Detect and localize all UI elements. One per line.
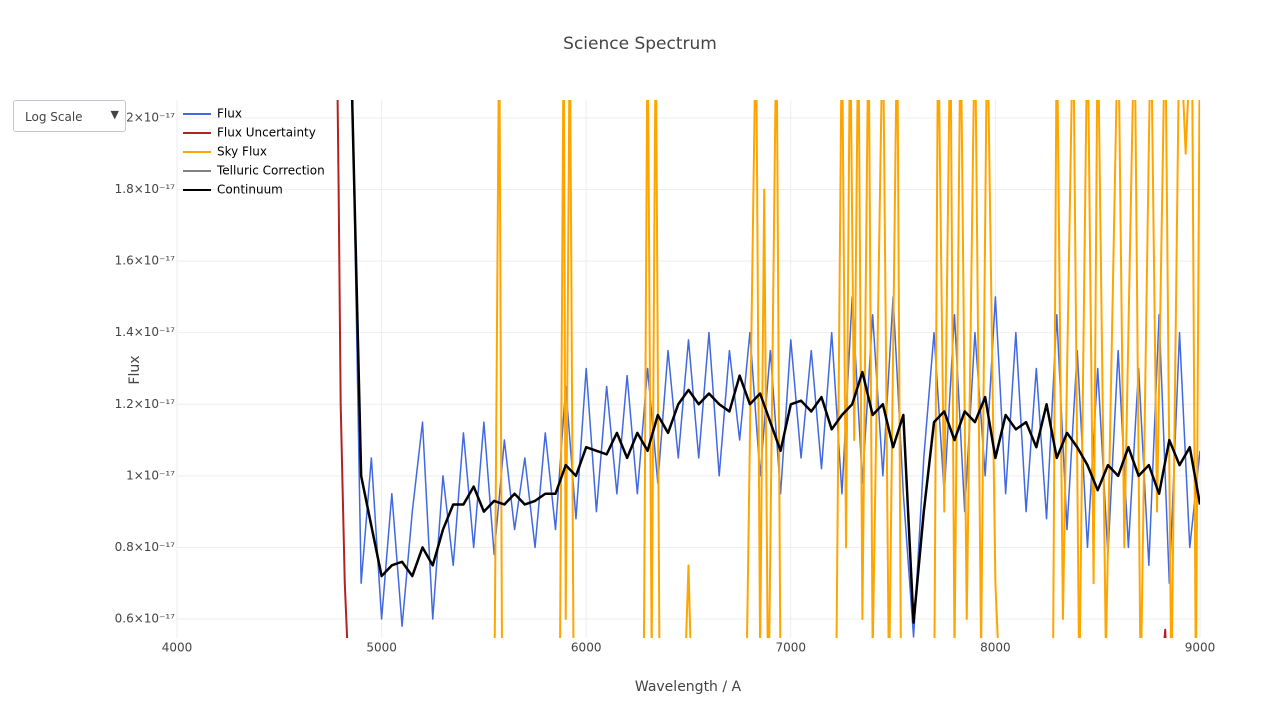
chart-title: Science Spectrum (563, 34, 717, 54)
plot-area (336, 100, 1200, 638)
legend-label: Continuum (217, 183, 283, 197)
y-tick-label: 1×10⁻¹⁷ (126, 468, 175, 482)
x-tick-label: 6000 (571, 641, 602, 655)
x-tick-label: 4000 (162, 641, 193, 655)
y-tick-label: 0.6×10⁻¹⁷ (115, 612, 176, 626)
dropdown-arrow: ▼ (110, 108, 119, 121)
grid (176, 100, 1201, 638)
line-series (1163, 628, 1167, 638)
legend-label: Flux (217, 107, 242, 121)
y-tick-label: 1.6×10⁻¹⁷ (115, 254, 176, 268)
x-axis-title: Wavelength / A (635, 679, 742, 695)
y-tick-label: 1.4×10⁻¹⁷ (115, 325, 176, 339)
y-axis-title: Flux (127, 355, 143, 384)
legend-label: Sky Flux (217, 145, 267, 159)
x-tick-label: 5000 (366, 641, 397, 655)
x-tick-label: 7000 (776, 641, 807, 655)
line-series (336, 100, 349, 638)
axes: 4000 5000 6000 7000 8000 9000 0.6×10⁻¹⁷ 0.8×10⁻… (115, 110, 1216, 654)
legend-label: Flux Uncertainty (217, 126, 316, 140)
x-tick-label: 8000 (980, 641, 1011, 655)
y-tick-label: 0.8×10⁻¹⁷ (115, 540, 176, 554)
legend: Flux Flux Uncertainty Sky Flux Telluric Cor… (183, 107, 325, 197)
line-series (351, 100, 1200, 638)
dropdown-label: Log Scale (25, 110, 83, 124)
line-series (493, 100, 1200, 638)
line-series (350, 100, 1200, 624)
scale-dropdown[interactable]: Log Scale ▼ (13, 100, 126, 132)
y-tick-label: 1.8×10⁻¹⁷ (115, 182, 176, 196)
y-tick-label: 1.2×10⁻¹⁷ (115, 397, 176, 411)
x-tick-label: 9000 (1185, 641, 1216, 655)
legend-label: Telluric Correction (216, 164, 325, 178)
y-tick-label: 2×10⁻¹⁷ (126, 110, 175, 124)
